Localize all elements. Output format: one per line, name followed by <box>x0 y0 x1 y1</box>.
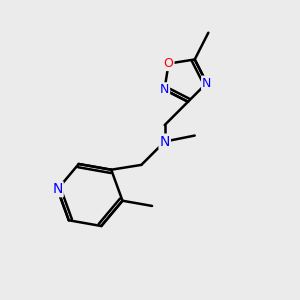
Text: N: N <box>160 83 169 96</box>
Text: N: N <box>160 135 170 148</box>
Text: O: O <box>164 57 173 70</box>
Text: N: N <box>52 182 63 196</box>
Text: N: N <box>202 76 211 89</box>
